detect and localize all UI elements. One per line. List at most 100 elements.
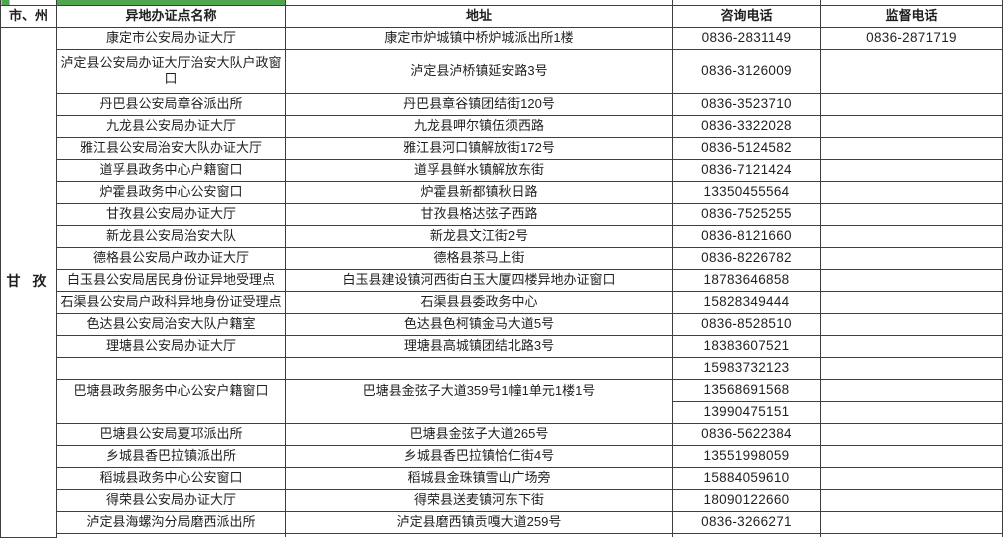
cell-name: 得荣县公安局办证大厅 xyxy=(56,488,286,512)
cell-address: 泸定县泸桥镇延安路3号 xyxy=(285,48,673,94)
cell-address: 甘孜县格达弦子西路 xyxy=(285,202,673,226)
cell-supervision xyxy=(820,180,1003,204)
cell-supervision xyxy=(820,422,1003,446)
column-header-phone: 咨询电话 xyxy=(672,4,821,28)
table-row: 丹巴县公安局章谷派出所 丹巴县章谷镇团结街120号 0836-3523710 xyxy=(1,92,1003,116)
cell-phone: 0836-8121660 xyxy=(672,224,821,248)
cell-supervision xyxy=(820,136,1003,160)
cropped-bottom-row xyxy=(1,532,1003,537)
cell-supervision xyxy=(820,48,1003,94)
cell-name: 稻城县政务中心公安窗口 xyxy=(56,466,286,490)
cell-phone: 0836-8226782 xyxy=(672,246,821,270)
cell-phone: 15983732123 xyxy=(672,356,821,380)
cell-address: 德格县茶马上街 xyxy=(285,246,673,270)
cell-address: 乡城县香巴拉镇恰仁街4号 xyxy=(285,444,673,468)
cell-phone: 18383607521 xyxy=(672,334,821,358)
cell-name: 石渠县公安局户政科异地身份证受理点 xyxy=(56,290,286,314)
column-header-address: 地址 xyxy=(285,4,673,28)
cell-supervision xyxy=(820,466,1003,490)
cell-address: 道孚县鲜水镇解放东街 xyxy=(285,158,673,182)
table-row: 稻城县政务中心公安窗口 稻城县金珠镇雪山广场旁 15884059610 xyxy=(1,466,1003,490)
table-row: 甘 孜 康定市公安局办证大厅 康定市炉城镇中桥炉城派出所1楼 0836-2831… xyxy=(0,26,1003,538)
cell-phone: 13551998059 xyxy=(672,444,821,468)
cell-name: 色达县公安局治安大队户籍室 xyxy=(56,312,286,336)
column-header-region: 市、州 xyxy=(0,4,57,28)
cell-address: 得荣县送麦镇河东下街 xyxy=(285,488,673,512)
table-row: 泸定县公安局办证大厅治安大队户政窗口 泸定县泸桥镇延安路3号 0836-3126… xyxy=(1,48,1003,94)
cell-address: 稻城县金珠镇雪山广场旁 xyxy=(285,466,673,490)
cell-phone: 0836-7525255 xyxy=(672,202,821,226)
cell-name: 巴塘县公安局夏邛派出所 xyxy=(56,422,286,446)
cell-phone: 15828349444 xyxy=(672,290,821,314)
cell-supervision xyxy=(820,290,1003,314)
cell-address: 理塘县高城镇团结北路3号 xyxy=(285,334,673,358)
cell-supervision xyxy=(820,488,1003,512)
cell-supervision xyxy=(820,334,1003,358)
cell-phone: 15884059610 xyxy=(672,466,821,490)
cell-supervision xyxy=(820,378,1003,402)
cell-phone: 13568691568 xyxy=(672,378,821,402)
table-row: 巴塘县公安局夏邛派出所 巴塘县金弦子大道265号 0836-5622384 xyxy=(1,422,1003,446)
cell-name: 甘孜县公安局办证大厅 xyxy=(56,202,286,226)
cell-name: 雅江县公安局治安大队办证大厅 xyxy=(56,136,286,160)
cell-address: 九龙县呷尔镇伍须西路 xyxy=(285,114,673,138)
cell-name: 乡城县香巴拉镇派出所 xyxy=(56,444,286,468)
table-row: 得荣县公安局办证大厅 得荣县送麦镇河东下街 18090122660 xyxy=(1,488,1003,512)
cell-supervision xyxy=(820,158,1003,182)
table-row: 新龙县公安局治安大队 新龙县文江街2号 0836-8121660 xyxy=(1,224,1003,248)
table-row: 理塘县公安局办证大厅 理塘县高城镇团结北路3号 18383607521 xyxy=(1,334,1003,358)
cell-address: 新龙县文江街2号 xyxy=(285,224,673,248)
cell-name xyxy=(56,356,286,380)
cell-phone: 0836-3322028 xyxy=(672,114,821,138)
cell-phone: 18090122660 xyxy=(672,488,821,512)
cell-address: 色达县色柯镇金马大道5号 xyxy=(285,312,673,336)
cell-name: 道孚县政务中心户籍窗口 xyxy=(56,158,286,182)
cell-phone: 0836-5622384 xyxy=(672,422,821,446)
cell-supervision xyxy=(820,356,1003,380)
table-row: 德格县公安局户政办证大厅 德格县茶马上街 0836-8226782 xyxy=(1,246,1003,270)
cell-name: 巴塘县政务服务中心公安户籍窗口 xyxy=(56,378,286,424)
cell-address xyxy=(285,356,673,380)
cell-phone: 0836-7121424 xyxy=(672,158,821,182)
header-row: 市、州 异地办证点名称 地址 咨询电话 监督电话 xyxy=(0,4,1003,28)
cell-phone: 0836-5124582 xyxy=(672,136,821,160)
cell-address: 白玉县建设镇河西街白玉大厦四楼异地办证窗口 xyxy=(285,268,673,292)
cell-phone: 13990475151 xyxy=(672,400,821,424)
table-row: 石渠县公安局户政科异地身份证受理点 石渠县县委政务中心 15828349444 xyxy=(1,290,1003,314)
cell-supervision xyxy=(820,246,1003,270)
cell-address: 康定市炉城镇中桥炉城派出所1楼 xyxy=(285,26,673,50)
cell-supervision xyxy=(820,510,1003,534)
cell-address: 巴塘县金弦子大道265号 xyxy=(285,422,673,446)
table-row: 炉霍县政务中心公安窗口 炉霍县新都镇秋日路 13350455564 xyxy=(1,180,1003,204)
table-row: 泸定县海螺沟分局磨西派出所 泸定县磨西镇贡嘎大道259号 0836-326627… xyxy=(1,510,1003,534)
table-row: 白玉县公安局居民身份证异地受理点 白玉县建设镇河西街白玉大厦四楼异地办证窗口 1… xyxy=(1,268,1003,292)
cell-name: 德格县公安局户政办证大厅 xyxy=(56,246,286,270)
cell-name: 泸定县公安局办证大厅治安大队户政窗口 xyxy=(56,48,286,94)
table-row: 雅江县公安局治安大队办证大厅 雅江县河口镇解放街172号 0836-512458… xyxy=(1,136,1003,160)
table-row: 九龙县公安局办证大厅 九龙县呷尔镇伍须西路 0836-3322028 xyxy=(1,114,1003,138)
cell-address: 石渠县县委政务中心 xyxy=(285,290,673,314)
cell-supervision: 0836-2871719 xyxy=(820,26,1003,50)
column-header-supervision: 监督电话 xyxy=(820,4,1003,28)
cell-phone: 13350455564 xyxy=(672,180,821,204)
cell-name: 泸定县海螺沟分局磨西派出所 xyxy=(56,510,286,534)
cell-phone: 18783646858 xyxy=(672,268,821,292)
cell-name: 新龙县公安局治安大队 xyxy=(56,224,286,248)
cell-supervision xyxy=(820,312,1003,336)
table-row: 色达县公安局治安大队户籍室 色达县色柯镇金马大道5号 0836-8528510 xyxy=(1,312,1003,336)
cell-supervision xyxy=(820,400,1003,424)
cell-phone: 0836-3523710 xyxy=(672,92,821,116)
cell-address: 丹巴县章谷镇团结街120号 xyxy=(285,92,673,116)
cell-supervision xyxy=(820,444,1003,468)
cell-name: 理塘县公安局办证大厅 xyxy=(56,334,286,358)
table-row: 巴塘县政务服务中心公安户籍窗口 巴塘县金弦子大道359号1幢1单元1楼1号 13… xyxy=(1,378,1003,424)
cell-name: 丹巴县公安局章谷派出所 xyxy=(56,92,286,116)
region-cell: 甘 孜 xyxy=(0,26,57,538)
table-row-overflow-phone: 15983732123 xyxy=(1,356,1003,380)
cell-supervision xyxy=(820,224,1003,248)
cell-supervision xyxy=(820,92,1003,116)
cell-phone: 0836-8528510 xyxy=(672,312,821,336)
cell-address: 炉霍县新都镇秋日路 xyxy=(285,180,673,204)
cell-supervision xyxy=(820,268,1003,292)
